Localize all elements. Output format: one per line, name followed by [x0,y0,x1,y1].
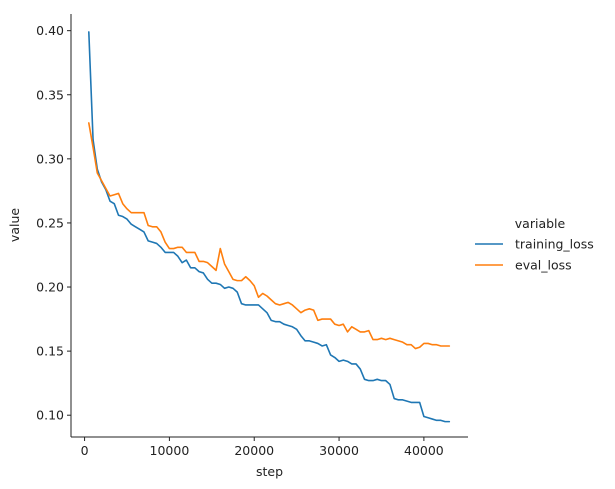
x-tick-label: 10000 [150,443,190,458]
series-line-eval-loss [88,122,451,350]
series-lines [88,31,451,423]
legend: variable training_loss eval_loss [475,216,594,273]
legend-title: variable [515,216,566,231]
legend-label-training-loss: training_loss [515,237,594,252]
legend-entries: training_loss eval_loss [475,237,594,273]
y-tick-label: 0.20 [36,280,64,295]
y-tick-label: 0.30 [36,151,64,166]
y-tick-label: 0.40 [36,23,64,38]
x-tick-label: 0 [81,443,89,458]
plot-area: 0 10000 20000 30000 40000 0.100.150.200.250.… [36,14,468,458]
x-tick-label: 40000 [404,443,444,458]
x-tick-label: 30000 [319,443,359,458]
y-tick-label: 0.10 [36,408,64,423]
x-axis-label: step [256,464,283,479]
series-line-training-loss [88,31,451,423]
y-ticks: 0.10 0.15 0.20 0.25 0.30 0.35 0.40 [36,23,71,423]
y-tick-label: 0.25 [36,215,64,230]
y-axis-label: value [7,208,22,242]
legend-label-eval-loss: eval_loss [515,258,572,273]
x-ticks: 0 10000 20000 30000 40000 [81,437,444,458]
x-tick-label: 20000 [234,443,274,458]
y-tick-label: 0.35 [36,87,64,102]
y-tick-label: 0.15 [36,344,64,359]
